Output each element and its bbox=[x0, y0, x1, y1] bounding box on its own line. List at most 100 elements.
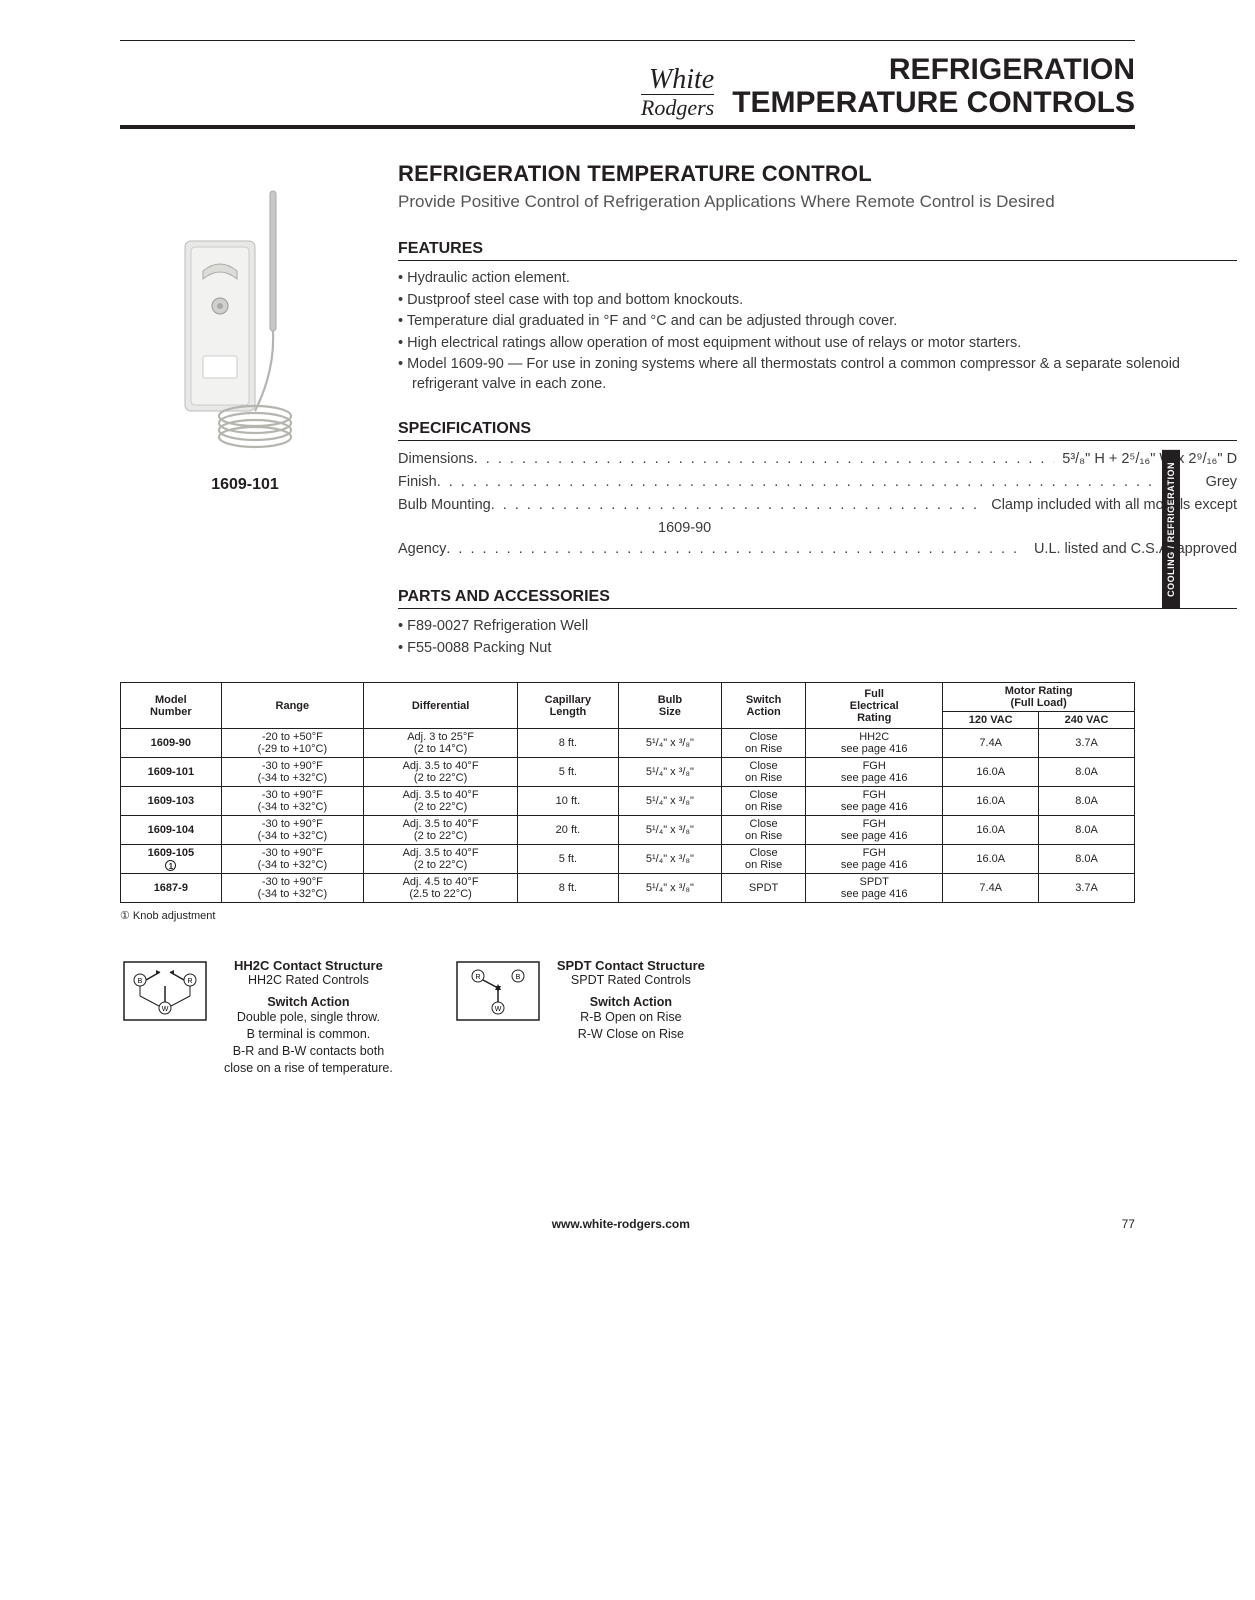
spec-row: Agency U.L. listed and C.S.A. approved bbox=[398, 539, 1237, 562]
spec-value: U.L. listed and C.S.A. approved bbox=[1026, 539, 1237, 562]
svg-text:B: B bbox=[516, 974, 521, 981]
cell-model: 1609-104 bbox=[121, 816, 222, 845]
cell-model: 1609-90 bbox=[121, 729, 222, 758]
cell-elec: FGHsee page 416 bbox=[806, 845, 943, 874]
cell-120vac: 16.0A bbox=[943, 845, 1039, 874]
svg-text:W: W bbox=[162, 1006, 169, 1013]
spdt-action-heading: Switch Action bbox=[557, 995, 705, 1009]
cell-240vac: 8.0A bbox=[1039, 758, 1135, 787]
cell-switch: Closeon Rise bbox=[722, 816, 806, 845]
footer-url: www.white-rodgers.com bbox=[552, 1217, 690, 1231]
brand-logo: White Rodgers bbox=[641, 66, 714, 119]
cell-switch: Closeon Rise bbox=[722, 787, 806, 816]
cell-bulb: 5¹/₄" x ³/₈" bbox=[618, 845, 721, 874]
svg-text:R: R bbox=[475, 974, 480, 981]
cell-diff: Adj. 3.5 to 40°F(2 to 22°C) bbox=[364, 758, 518, 787]
th-cap: CapillaryLength bbox=[518, 683, 619, 729]
cell-diff: Adj. 3.5 to 40°F(2 to 22°C) bbox=[364, 845, 518, 874]
hh2c-block: B R W HH2C Contact Structure HH2C Rated … bbox=[120, 958, 393, 1077]
features-list: Hydraulic action element.Dustproof steel… bbox=[398, 269, 1237, 394]
svg-text:R: R bbox=[187, 978, 192, 985]
side-tab: COOLING / REFRIGERATION bbox=[1162, 450, 1180, 609]
cell-diff: Adj. 3.5 to 40°F(2 to 22°C) bbox=[364, 816, 518, 845]
th-range: Range bbox=[221, 683, 363, 729]
svg-text:B: B bbox=[138, 978, 143, 985]
th-240vac: 240 VAC bbox=[1039, 712, 1135, 729]
cell-240vac: 3.7A bbox=[1039, 729, 1135, 758]
cell-switch: Closeon Rise bbox=[722, 729, 806, 758]
spdt-action: R-B Open on RiseR-W Close on Rise bbox=[557, 1009, 705, 1043]
feature-item: Temperature dial graduated in °F and °C … bbox=[398, 312, 1237, 332]
hh2c-sub: HH2C Rated Controls bbox=[224, 973, 393, 987]
specs-block: Dimensions5³/₈" H + 2⁵/₁₆" W x 2⁹/₁₆" DF… bbox=[398, 449, 1237, 562]
cell-range: -30 to +90°F(-34 to +32°C) bbox=[221, 874, 363, 903]
th-120vac: 120 VAC bbox=[943, 712, 1039, 729]
spec-row: Bulb MountingClamp included with all mod… bbox=[398, 495, 1237, 518]
parts-heading: PARTS AND ACCESSORIES bbox=[398, 588, 1237, 609]
header-title-line1: REFRIGERATION bbox=[732, 53, 1135, 86]
header-title: REFRIGERATION TEMPERATURE CONTROLS bbox=[732, 53, 1135, 119]
table-row: 1609-103-30 to +90°F(-34 to +32°C)Adj. 3… bbox=[121, 787, 1135, 816]
page-header: White Rodgers REFRIGERATION TEMPERATURE … bbox=[120, 43, 1135, 129]
th-elec: FullElectricalRating bbox=[806, 683, 943, 729]
thermostat-icon bbox=[145, 161, 345, 461]
cell-diff: Adj. 3 to 25°F(2 to 14°C) bbox=[364, 729, 518, 758]
part-item: F89-0027 Refrigeration Well bbox=[398, 617, 1237, 637]
spdt-block: R B W SPDT Contact Structure SPDT Rated … bbox=[453, 958, 705, 1077]
cell-switch: Closeon Rise bbox=[722, 758, 806, 787]
cell-range: -30 to +90°F(-34 to +32°C) bbox=[221, 845, 363, 874]
spec-label: Agency bbox=[398, 539, 446, 562]
table-row: 1609-104-30 to +90°F(-34 to +32°C)Adj. 3… bbox=[121, 816, 1135, 845]
spec-table-head: ModelNumber Range Differential Capillary… bbox=[121, 683, 1135, 729]
feature-item: Dustproof steel case with top and bottom… bbox=[398, 291, 1237, 311]
cell-switch: Closeon Rise bbox=[722, 845, 806, 874]
feature-item: Model 1609-90 — For use in zoning system… bbox=[398, 355, 1237, 394]
table-row: 1609-1051-30 to +90°F(-34 to +32°C)Adj. … bbox=[121, 845, 1135, 874]
product-figure bbox=[145, 161, 345, 466]
cell-elec: SPDTsee page 416 bbox=[806, 874, 943, 903]
cell-cap: 8 ft. bbox=[518, 874, 619, 903]
cell-model: 1687-9 bbox=[121, 874, 222, 903]
spec-label: Dimensions bbox=[398, 449, 474, 472]
body: 1609-101 REFRIGERATION TEMPERATURE CONTR… bbox=[120, 161, 1135, 660]
spec-table-body: 1609-90-20 to +50°F(-29 to +10°C)Adj. 3 … bbox=[121, 729, 1135, 903]
hh2c-action-heading: Switch Action bbox=[224, 995, 393, 1009]
cell-range: -30 to +90°F(-34 to +32°C) bbox=[221, 787, 363, 816]
brand-line2: Rodgers bbox=[641, 94, 714, 119]
cell-diff: Adj. 4.5 to 40°F(2.5 to 22°C) bbox=[364, 874, 518, 903]
th-model: ModelNumber bbox=[121, 683, 222, 729]
th-switch: SwitchAction bbox=[722, 683, 806, 729]
top-rule bbox=[120, 40, 1135, 41]
feature-item: High electrical ratings allow operation … bbox=[398, 334, 1237, 354]
cell-240vac: 8.0A bbox=[1039, 787, 1135, 816]
cell-bulb: 5¹/₄" x ³/₈" bbox=[618, 816, 721, 845]
left-column: 1609-101 bbox=[120, 161, 370, 660]
parts-list: F89-0027 Refrigeration WellF55-0088 Pack… bbox=[398, 617, 1237, 658]
cell-120vac: 16.0A bbox=[943, 816, 1039, 845]
cell-elec: HH2Csee page 416 bbox=[806, 729, 943, 758]
spdt-sub: SPDT Rated Controls bbox=[557, 973, 705, 987]
cell-120vac: 16.0A bbox=[943, 787, 1039, 816]
brand-line1: White bbox=[641, 66, 714, 94]
cell-240vac: 8.0A bbox=[1039, 845, 1135, 874]
hh2c-text: HH2C Contact Structure HH2C Rated Contro… bbox=[224, 958, 393, 1077]
th-bulb: BulbSize bbox=[618, 683, 721, 729]
cell-120vac: 7.4A bbox=[943, 729, 1039, 758]
spec-value-cont: 1609-90 bbox=[658, 518, 1237, 540]
table-row: 1687-9-30 to +90°F(-34 to +32°C)Adj. 4.5… bbox=[121, 874, 1135, 903]
spec-dots bbox=[446, 539, 1026, 562]
cell-model: 1609-1051 bbox=[121, 845, 222, 874]
section-subtitle: Provide Positive Control of Refrigeratio… bbox=[398, 191, 1237, 214]
contact-structures: B R W HH2C Contact Structure HH2C Rated … bbox=[120, 958, 1135, 1077]
spdt-text: SPDT Contact Structure SPDT Rated Contro… bbox=[557, 958, 705, 1043]
cell-range: -30 to +90°F(-34 to +32°C) bbox=[221, 816, 363, 845]
cell-120vac: 7.4A bbox=[943, 874, 1039, 903]
cell-cap: 10 ft. bbox=[518, 787, 619, 816]
cell-cap: 8 ft. bbox=[518, 729, 619, 758]
th-diff: Differential bbox=[364, 683, 518, 729]
cell-240vac: 8.0A bbox=[1039, 816, 1135, 845]
figure-caption: 1609-101 bbox=[120, 476, 370, 494]
spdt-diagram-icon: R B W bbox=[453, 958, 543, 1043]
cell-bulb: 5¹/₄" x ³/₈" bbox=[618, 758, 721, 787]
cell-elec: FGHsee page 416 bbox=[806, 787, 943, 816]
